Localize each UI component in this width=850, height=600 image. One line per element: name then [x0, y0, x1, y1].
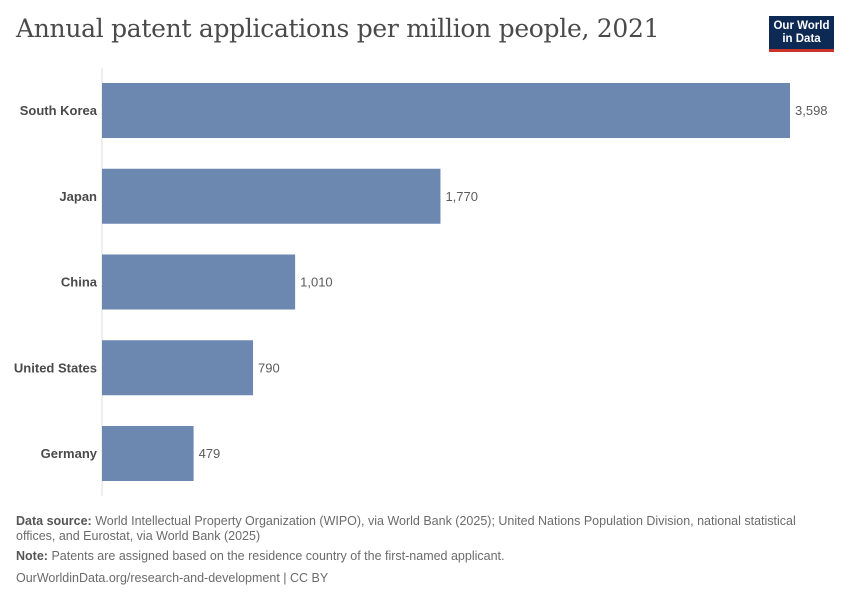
category-label: China — [61, 275, 98, 290]
bar-chart: South Korea 3,598 Japan 1,770 China 1,010 Unit… — [14, 68, 828, 496]
logo-line-1: Our World — [773, 20, 830, 32]
category-label: Japan — [59, 189, 97, 204]
value-label: 1,010 — [300, 275, 333, 290]
value-label: 479 — [199, 446, 221, 461]
bar-south-korea[interactable] — [102, 83, 790, 138]
source-url[interactable]: OurWorldinData.org/research-and-developm… — [16, 571, 329, 585]
category-label: United States — [14, 360, 97, 375]
source-text: World Intellectual Property Organization… — [16, 514, 796, 543]
data-source: Data source: World Intellectual Property… — [16, 514, 831, 544]
bar-japan[interactable] — [102, 168, 441, 224]
source-label: Data source: — [16, 514, 92, 528]
logo-line-2: in Data — [782, 33, 821, 45]
value-label: 3,598 — [795, 103, 828, 118]
note-label: Note: — [16, 549, 48, 563]
category-label: Germany — [41, 446, 98, 461]
bar-germany[interactable] — [102, 426, 194, 481]
chart-title: Annual patent applications per million p… — [16, 14, 660, 43]
category-label: South Korea — [20, 103, 98, 118]
bar-china[interactable] — [102, 254, 296, 310]
note-text: Patents are assigned based on the reside… — [51, 549, 505, 563]
note: Note: Patents are assigned based on the … — [16, 549, 831, 564]
value-label: 1,770 — [445, 189, 478, 204]
value-label: 790 — [258, 360, 280, 375]
owid-logo[interactable]: Our World in Data — [769, 16, 834, 52]
bar-united-states[interactable] — [102, 340, 254, 396]
